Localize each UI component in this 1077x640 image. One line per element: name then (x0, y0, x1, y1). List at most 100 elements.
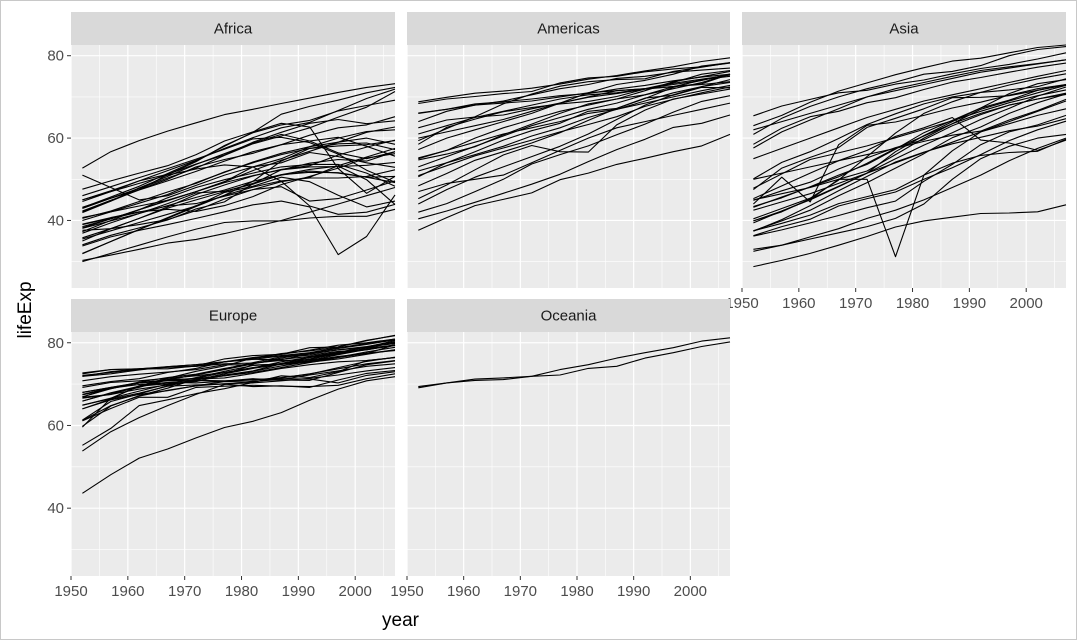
series-line-asia-27 (753, 69, 1067, 160)
series-line-europe-29 (82, 344, 396, 388)
series-line-asia-11 (753, 44, 1067, 127)
series-line-africa-23 (82, 142, 396, 255)
x-tick-label: 1950 (390, 583, 423, 600)
series-line-asia-28 (753, 100, 1067, 211)
facet-strip-americas (407, 12, 730, 45)
x-tick-label: 1950 (725, 295, 758, 312)
series-line-africa-2 (82, 208, 396, 263)
series-line-africa-25 (82, 91, 396, 208)
facet-title-europe: Europe (209, 308, 257, 325)
series-line-africa-18 (82, 140, 396, 219)
series-line-asia-6 (753, 118, 1067, 232)
series-line-africa-31 (82, 136, 396, 197)
facet-title-asia: Asia (889, 21, 919, 38)
series-line-asia-21 (753, 62, 1067, 145)
series-line-asia-5 (753, 46, 1067, 135)
x-axis-title: year (382, 610, 420, 631)
x-tick-label: 1990 (617, 583, 650, 600)
series-line-europe-27 (82, 335, 396, 387)
series-line-europe-7 (82, 356, 396, 398)
x-tick-label: 1960 (782, 295, 815, 312)
x-tick-label: 2000 (339, 583, 372, 600)
x-tick-label: 1960 (111, 583, 144, 600)
x-tick-label: 1990 (282, 583, 315, 600)
series-line-americas-8 (418, 62, 731, 151)
facet-title-americas: Americas (537, 21, 600, 38)
facet-title-africa: Africa (214, 21, 253, 38)
series-line-asia-25 (753, 84, 1067, 180)
series-line-asia-19 (753, 89, 1067, 189)
series-line-asia-7 (753, 93, 1067, 232)
series-line-asia-20 (753, 138, 1067, 258)
facet-strip-asia (742, 12, 1066, 45)
y-tick-label: 60 (47, 417, 64, 434)
x-tick-label: 2000 (1010, 295, 1043, 312)
series-line-asia-26 (753, 93, 1067, 201)
facet-strip-oceania (407, 299, 730, 332)
series-line-africa-8 (82, 176, 396, 240)
series-line-americas-12 (418, 88, 731, 200)
series-line-africa-24 (82, 116, 396, 212)
x-tick-label: 2000 (674, 583, 707, 600)
series-line-asia-30 (753, 137, 1067, 252)
facet-strip-europe (71, 299, 395, 332)
series-line-americas-13 (418, 95, 731, 213)
series-line-europe-24 (82, 344, 396, 406)
series-line-asia-18 (753, 108, 1067, 232)
x-tick-label: 1960 (447, 583, 480, 600)
series-line-americas-4 (418, 114, 731, 220)
series-line-europe-23 (82, 367, 396, 410)
series-line-asia-14 (753, 84, 1067, 191)
series-line-asia-13 (753, 78, 1067, 180)
series-line-asia-24 (753, 133, 1067, 250)
series-line-asia-16 (753, 114, 1067, 237)
series-line-asia-3 (753, 120, 1067, 237)
series-line-americas-25 (418, 81, 731, 172)
series-line-americas-17 (418, 79, 731, 205)
series-line-europe-22 (82, 373, 396, 422)
series-line-africa-30 (82, 88, 396, 203)
series-line-americas-22 (418, 81, 731, 139)
series-line-europe-30 (82, 349, 396, 374)
facet-title-oceania: Oceania (541, 308, 598, 325)
series-line-africa-28 (82, 151, 396, 201)
x-tick-label: 1970 (504, 583, 537, 600)
series-line-africa-33 (82, 186, 396, 261)
y-tick-label: 40 (47, 212, 64, 229)
series-line-asia-29 (753, 59, 1067, 131)
series-line-africa-4 (82, 122, 396, 194)
series-line-asia-22 (753, 73, 1067, 220)
x-tick-label: 1990 (953, 295, 986, 312)
facet-strip-africa (71, 12, 395, 45)
x-tick-label: 1980 (560, 583, 593, 600)
series-line-oceania-1 (418, 337, 731, 389)
series-line-americas-14 (418, 102, 731, 193)
series-line-americas-23 (418, 84, 731, 160)
series-line-americas-5 (418, 133, 731, 231)
series-line-americas-2 (418, 62, 731, 105)
series-line-europe-21 (82, 357, 396, 427)
x-tick-label: 1970 (168, 583, 201, 600)
panel-background-asia (742, 45, 1066, 288)
series-line-africa-32 (82, 164, 396, 215)
y-tick-label: 40 (47, 500, 64, 517)
series-line-asia-23 (753, 59, 1067, 149)
series-line-europe-28 (82, 376, 396, 494)
y-tick-label: 80 (47, 335, 64, 352)
series-line-europe-8 (82, 349, 396, 382)
y-axis-title: lifeExp (15, 281, 36, 338)
series-line-asia-10 (753, 52, 1067, 117)
x-tick-label: 1950 (54, 583, 87, 600)
series-line-asia-4 (753, 83, 1067, 205)
series-line-oceania-2 (418, 341, 731, 388)
series-line-asia-1 (753, 204, 1067, 268)
y-tick-label: 80 (47, 48, 64, 65)
series-line-americas-24 (418, 73, 731, 114)
x-tick-label: 1980 (896, 295, 929, 312)
series-line-africa-29 (82, 170, 396, 242)
series-line-europe-25 (82, 338, 396, 406)
x-tick-label: 1980 (225, 583, 258, 600)
series-line-africa-27 (82, 147, 396, 231)
series-line-americas-19 (418, 73, 731, 159)
